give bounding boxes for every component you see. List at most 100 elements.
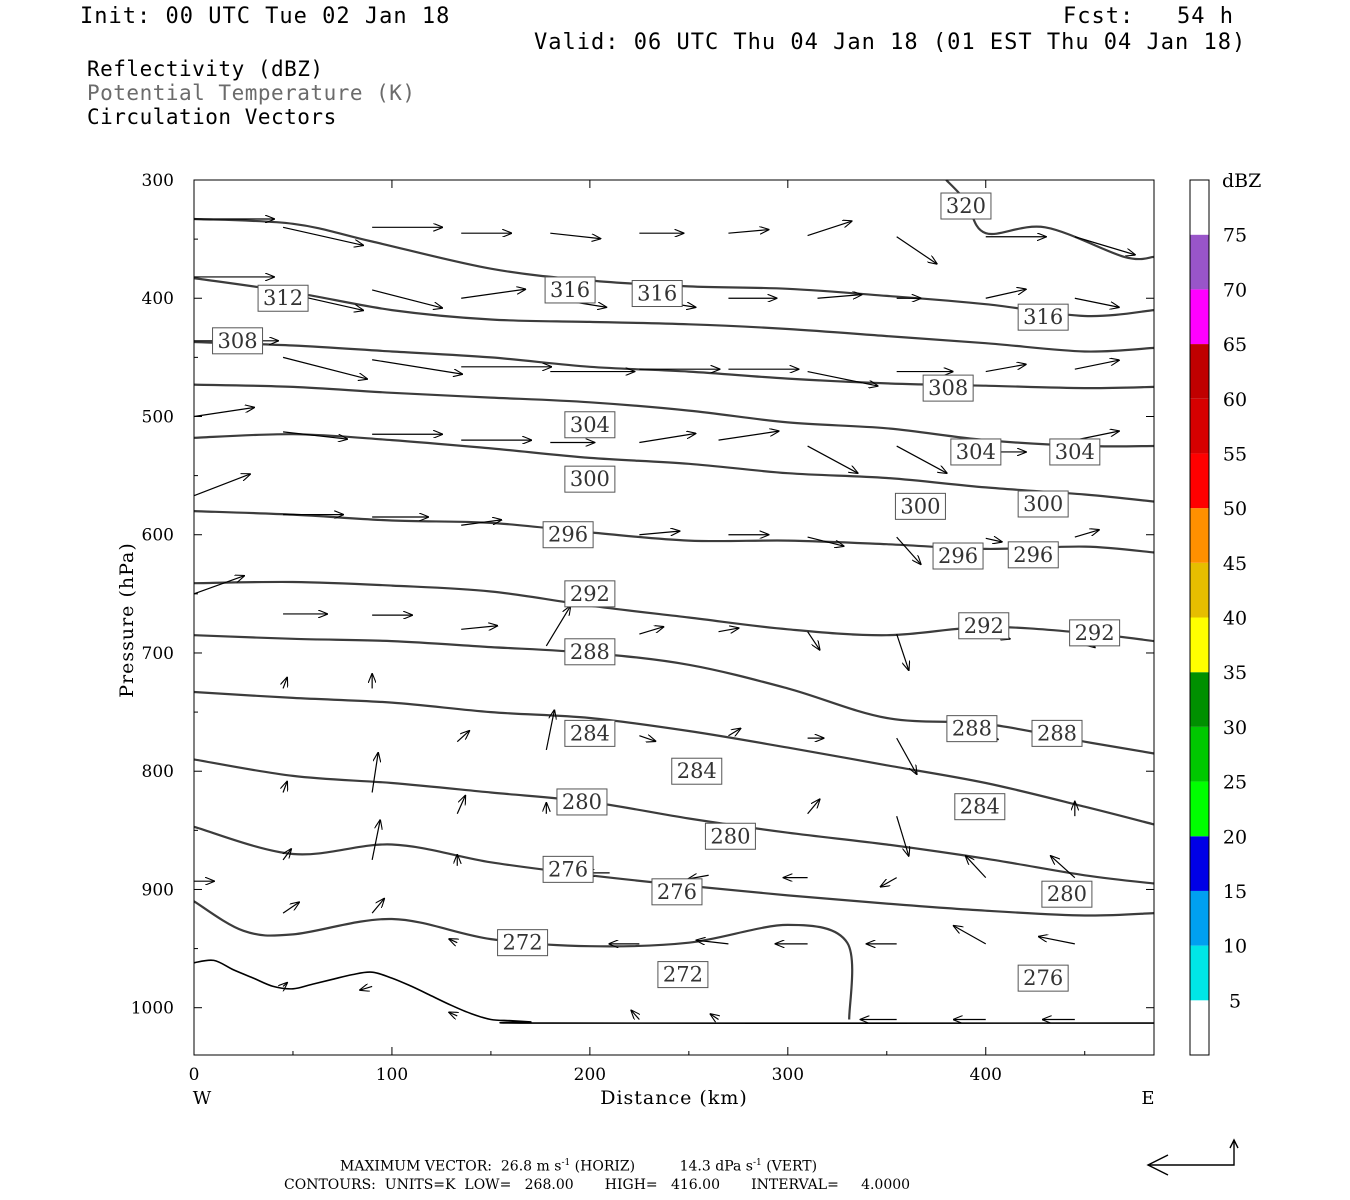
x-tick-label: 100 xyxy=(376,1065,408,1085)
circulation-vector xyxy=(1074,530,1099,538)
circulation-vector xyxy=(283,983,287,987)
contour-label-box xyxy=(932,542,984,570)
contour-label: 316 xyxy=(1017,303,1069,331)
circulation-vector xyxy=(283,782,287,793)
contour-label: 292 xyxy=(564,580,616,608)
contour-label-box xyxy=(940,192,992,220)
contour-label-box xyxy=(1017,303,1069,331)
contour-label: 276 xyxy=(542,855,594,883)
circulation-vector xyxy=(282,902,299,914)
colorbar-title: dBZ xyxy=(1222,170,1261,192)
colorbar-label: 60 xyxy=(1223,389,1247,411)
contour-label-text: 272 xyxy=(663,963,703,987)
colorbar-swatch xyxy=(1190,344,1209,399)
y-tick-label: 700 xyxy=(142,644,174,664)
contour-label-text: 276 xyxy=(548,857,588,881)
contour-label-text: 280 xyxy=(710,824,750,848)
contour-label: 288 xyxy=(564,638,616,666)
contour-label-text: 304 xyxy=(570,413,610,437)
contour-label-box xyxy=(922,374,974,402)
circulation-vector xyxy=(896,236,937,264)
contour-label-box xyxy=(1041,880,1093,908)
max-horiz-value: 26.8 m s xyxy=(500,1158,562,1175)
circulation-vector xyxy=(896,536,921,564)
contour-label-box xyxy=(564,580,616,608)
x-axis-label: Distance (km) xyxy=(600,1087,748,1109)
contour-label: 296 xyxy=(1007,541,1059,569)
colorbar-label: 15 xyxy=(1223,881,1247,903)
x-tick-label: 400 xyxy=(970,1065,1002,1085)
circulation-vector xyxy=(696,940,729,944)
contour-label: 304 xyxy=(1049,438,1101,466)
contour-label: 320 xyxy=(940,192,992,220)
colorbar-swatch xyxy=(1190,890,1209,946)
contour-label-box xyxy=(1069,619,1121,647)
circulation-vector xyxy=(985,538,1002,542)
circulation-vector xyxy=(881,877,897,887)
contour-label-text: 284 xyxy=(677,759,717,783)
x-tick-label: 200 xyxy=(574,1065,606,1085)
y-tick-label: 800 xyxy=(142,762,174,782)
y-axis-label: Pressure (hPa) xyxy=(116,542,138,698)
contour-label-box xyxy=(1017,964,1069,992)
contour-label: 284 xyxy=(671,757,723,785)
contour-label: 308 xyxy=(922,374,974,402)
circulation-vector xyxy=(456,731,469,743)
colorbar-swatch xyxy=(1190,453,1209,509)
circulation-vector xyxy=(1051,856,1076,879)
contour-label: 304 xyxy=(564,411,616,439)
contour-label-text: 316 xyxy=(1023,305,1063,329)
contour-label-box xyxy=(544,276,596,304)
contour-label-box xyxy=(556,788,608,816)
circulation-vector xyxy=(817,295,862,299)
colorbar-label: 65 xyxy=(1223,334,1247,356)
field-theta: Potential Temperature (K) xyxy=(87,81,416,105)
contour-label-text: 300 xyxy=(900,494,940,518)
contour-label: 280 xyxy=(556,788,608,816)
circulation-vector xyxy=(954,926,987,945)
x-tick-label: 300 xyxy=(772,1065,804,1085)
contour-label-text: 304 xyxy=(956,440,996,464)
contour-284 xyxy=(193,690,1155,826)
circulation-vector xyxy=(1074,297,1119,307)
colorbar-label: 30 xyxy=(1223,717,1247,739)
contour-label-box xyxy=(954,793,1006,821)
contour-label-text: 300 xyxy=(1023,492,1063,516)
contour-label: 296 xyxy=(932,542,984,570)
valid-time: Valid: 06 UTC Thu 04 Jan 18 (01 EST Thu … xyxy=(534,30,1247,55)
colorbar-swatch xyxy=(1190,289,1209,345)
circulation-vector xyxy=(896,445,947,473)
circulation-vector xyxy=(639,736,655,741)
circulation-vector xyxy=(985,364,1026,373)
circulation-vector xyxy=(282,226,363,245)
circulation-vector xyxy=(728,729,740,736)
footer-max-vector: MAXIMUM VECTOR: 26.8 m s-1 (HORIZ) 14.3 … xyxy=(340,1158,817,1175)
circulation-vector xyxy=(807,631,820,650)
circulation-vector xyxy=(371,820,380,861)
contour-label-text: 292 xyxy=(1075,621,1115,645)
contour-label-text: 296 xyxy=(1013,543,1053,567)
contour-label-text: 280 xyxy=(1047,882,1087,906)
contour-300 xyxy=(193,433,1155,503)
contour-label: 288 xyxy=(946,715,998,743)
contour-label-box xyxy=(657,961,709,989)
circulation-vector xyxy=(807,536,844,546)
circulation-vector xyxy=(718,431,779,441)
contour-label-text: 288 xyxy=(570,640,610,664)
circulation-vector xyxy=(283,678,287,689)
circulation-vector xyxy=(550,232,600,238)
contour-label: 276 xyxy=(1017,964,1069,992)
colorbar-label: 55 xyxy=(1223,443,1247,465)
colorbar-label: 70 xyxy=(1223,279,1247,301)
circulation-vector xyxy=(545,710,554,751)
circulation-vector xyxy=(371,753,378,793)
circulation-vector xyxy=(360,986,373,990)
y-tick-label: 400 xyxy=(142,289,174,309)
colorbar-label: 20 xyxy=(1223,826,1247,848)
circulation-vector xyxy=(193,474,250,497)
contour-label-box xyxy=(564,411,616,439)
colorbar-label: 45 xyxy=(1223,553,1247,575)
contour-label-text: 288 xyxy=(1037,721,1077,745)
max-vert-value: 14.3 dPa s xyxy=(679,1158,753,1175)
